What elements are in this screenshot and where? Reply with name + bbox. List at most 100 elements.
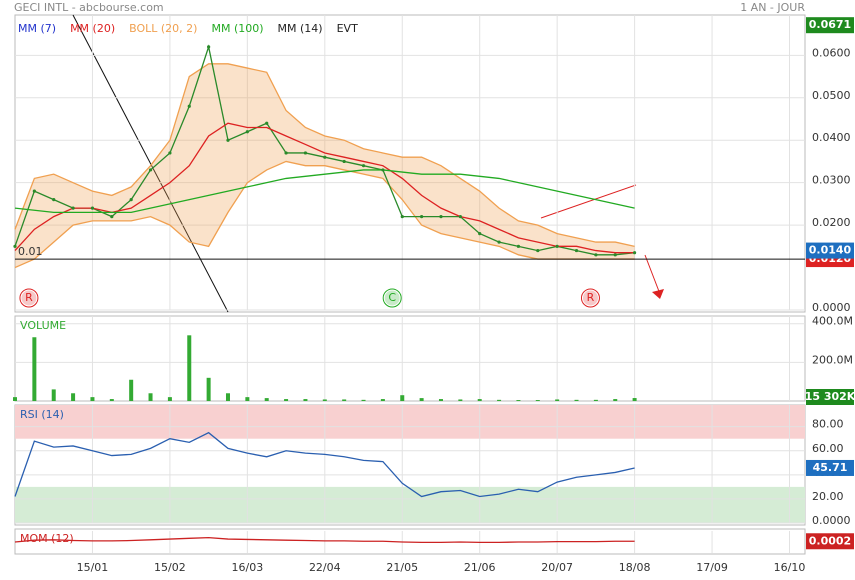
price-point xyxy=(613,253,617,257)
x-tick-label: 15/02 xyxy=(154,561,186,574)
price-point xyxy=(633,251,637,255)
panel-title: RSI (14) xyxy=(20,408,64,421)
event-label: C xyxy=(388,291,396,304)
volume-frame xyxy=(14,315,806,402)
event-marker-inner xyxy=(21,290,37,306)
price-point xyxy=(52,198,56,202)
volume-bar xyxy=(516,400,521,401)
price-point xyxy=(478,231,482,236)
y-tick-label: 0.0000 xyxy=(812,514,851,527)
legend-entry: MM (100) xyxy=(211,22,263,35)
value-box xyxy=(806,459,854,476)
price-point xyxy=(381,168,385,172)
price-point xyxy=(536,248,540,253)
volume-bar xyxy=(71,393,76,401)
y-tick-label: 0.0600 xyxy=(812,46,851,59)
x-tick-label: 15/01 xyxy=(77,561,109,574)
x-tick-label: 22/04 xyxy=(309,561,341,574)
price-point xyxy=(226,138,230,142)
value-box-label: 0.0671 xyxy=(809,18,851,31)
period: 1 AN - JOUR xyxy=(740,1,805,14)
y-tick-label: 0.0500 xyxy=(812,89,851,102)
trend-line xyxy=(72,14,229,313)
x-tick-label: 20/07 xyxy=(541,561,573,574)
y-tick-label: 0.0300 xyxy=(812,174,851,187)
volume-bar xyxy=(264,398,269,401)
y-tick-label: 200.0M xyxy=(812,353,853,366)
value-box-label: 0.0002 xyxy=(809,534,851,547)
event-marker xyxy=(382,288,402,308)
price-point xyxy=(245,130,249,134)
price-point xyxy=(90,206,95,210)
volume-bar xyxy=(148,393,153,401)
x-tick-label: 18/08 xyxy=(619,561,651,574)
price-point xyxy=(168,151,172,155)
price-point xyxy=(71,206,75,210)
price-point xyxy=(303,151,308,155)
zone xyxy=(15,405,805,439)
price-point xyxy=(574,248,579,253)
event-marker-inner xyxy=(582,290,598,306)
volume-bar xyxy=(380,399,385,401)
horizontal-line-label: 0.01 xyxy=(18,245,43,258)
volume-bar xyxy=(419,398,424,401)
price-point xyxy=(323,155,327,159)
zone xyxy=(15,486,805,523)
price-point xyxy=(265,121,269,125)
legend-entry: BOLL (20, 2) xyxy=(129,22,197,35)
x-tick-label: 21/05 xyxy=(386,561,418,574)
value-box-label: 15 302K xyxy=(805,390,855,403)
volume-bar xyxy=(90,397,95,401)
bollinger-upper xyxy=(14,63,635,247)
price-point xyxy=(187,104,191,108)
y-tick-label: 20.00 xyxy=(812,490,844,503)
volume-bar xyxy=(400,395,405,401)
trend-line xyxy=(540,184,637,219)
event-marker xyxy=(580,288,600,308)
price-line xyxy=(14,169,635,214)
event-label: R xyxy=(25,291,33,304)
value-box xyxy=(806,17,854,34)
price-point xyxy=(361,164,366,168)
volume-bar xyxy=(187,335,192,401)
volume-bar xyxy=(245,397,250,401)
legend-entry: MM (20) xyxy=(70,22,115,35)
price-point xyxy=(110,215,114,219)
price-point xyxy=(594,253,598,257)
volume-bar xyxy=(206,377,211,401)
volume-bar xyxy=(129,379,134,401)
price-point xyxy=(342,159,346,164)
volume-bar xyxy=(51,389,56,401)
volume-bar xyxy=(477,399,482,401)
volume-bar xyxy=(613,399,618,401)
x-tick-label: 21/06 xyxy=(464,561,496,574)
y-tick-label: 0.0000 xyxy=(812,301,851,314)
event-marker-inner xyxy=(384,290,400,306)
value-box-label: 45.71 xyxy=(813,461,848,474)
price-point xyxy=(439,215,443,219)
price-point xyxy=(555,244,559,248)
price-point xyxy=(497,240,501,244)
arrow xyxy=(644,254,661,295)
price-point xyxy=(400,215,404,219)
x-tick-label: 16/10 xyxy=(774,561,806,574)
panel-title: MOM (12) xyxy=(20,532,74,545)
price-point xyxy=(207,45,211,49)
arrow-head xyxy=(652,289,664,299)
indicator-line xyxy=(14,431,635,498)
legend-entry: MM (7) xyxy=(18,22,56,35)
volume-bar xyxy=(555,399,560,401)
price-point xyxy=(13,244,17,248)
x-tick-label: 16/03 xyxy=(232,561,264,574)
volume-bar xyxy=(32,337,37,401)
event-label: R xyxy=(587,291,595,304)
volume-bar xyxy=(167,397,172,401)
price-point xyxy=(129,198,133,202)
y-tick-label: 400.0M xyxy=(812,315,853,328)
value-box-label: 0.0140 xyxy=(809,244,852,257)
volume-bar xyxy=(497,399,502,401)
price-frame xyxy=(14,14,806,313)
legend-entry: MM (14) xyxy=(278,22,323,35)
volume-bar xyxy=(593,399,598,401)
